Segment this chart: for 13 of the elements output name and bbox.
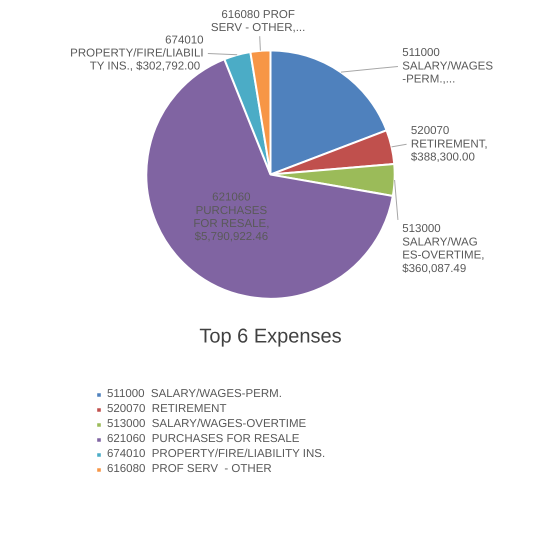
data-label: 674010 PROPERTY/FIRE/LIABILI TY INS., $302,792.00 [70,34,204,73]
text: Top 6 Expenses [199,326,342,348]
legend-label: 513000 SALARY/WAGES-OVERTIME [107,418,306,430]
legend-label: 520070 RETIREMENT [107,403,227,415]
data-label: 520070 RETIREMENT, $388,300.00 [410,125,488,164]
data-label: 621060 PURCHASES FOR RESALE, $5,790,922.46 [193,192,270,244]
data-label: 616080 PROF SERV - OTHER,... [210,8,306,34]
legend-label: 674010 PROPERTY/FIRE/LIABILITY INS. [107,448,326,460]
legend-label: 511000 SALARY/WAGES-PERM. [107,388,282,400]
data-label: 513000 SALARY/WAG ES-OVERTIME, $360,087.49 [402,223,484,275]
data-label: 511000 SALARY/WAGES -PERM.,... [402,47,494,86]
legend-label: 621060 PURCHASES FOR RESALE [107,433,300,445]
legend-label: 616080 PROF SERV - OTHER [107,463,272,475]
